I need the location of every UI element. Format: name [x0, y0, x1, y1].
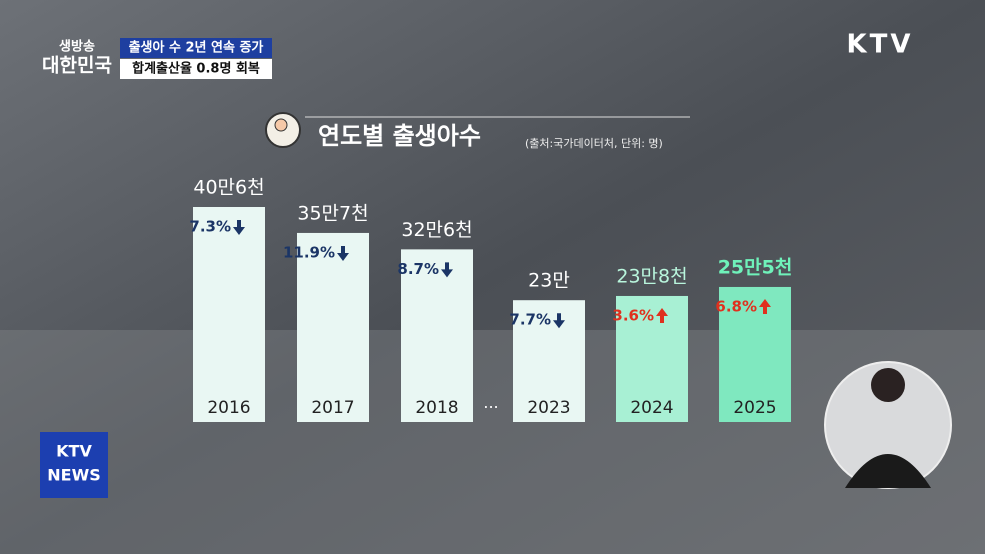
bar — [401, 249, 473, 422]
year-label: 2018 — [415, 398, 458, 418]
change-label: 6.8% — [715, 297, 757, 315]
news-badge-bottom: NEWS — [47, 466, 101, 485]
headline: 출생아 수 2년 연속 증가 — [129, 40, 264, 56]
channel-logo: KTV — [846, 30, 913, 60]
baby-icon-face — [274, 118, 288, 132]
logo-top: 생방송 — [59, 39, 95, 55]
signer — [845, 454, 931, 488]
year-label: 2016 — [207, 398, 250, 418]
change-label: 11.9% — [283, 243, 335, 261]
change-label: 8.7% — [397, 260, 439, 278]
logo-bottom: 대한민국 — [42, 55, 112, 77]
subheadline-box — [120, 59, 272, 79]
value-label: 25만5천 — [718, 256, 793, 278]
value-label: 23만 — [528, 270, 570, 292]
value-label: 35만7천 — [297, 202, 368, 224]
change-arrow — [337, 245, 349, 261]
value-label: 32만6천 — [401, 219, 472, 241]
news-badge — [40, 432, 108, 498]
background-bed — [0, 330, 985, 554]
change-arrow — [759, 298, 771, 314]
change-label: 7.7% — [509, 311, 551, 329]
bar — [719, 286, 791, 422]
value-label: 23만8천 — [616, 265, 687, 287]
subheadline: 합계출산율 0.8명 회복 — [132, 61, 260, 77]
change-arrow — [441, 262, 453, 278]
chart-title: 연도별 출생아수 — [318, 122, 481, 150]
bar — [513, 300, 585, 422]
year-label: 2017 — [311, 398, 354, 418]
chart-subtitle: (출처:국가데이터처, 단위: 명) — [525, 137, 663, 150]
gap-marker: ··· — [483, 398, 498, 417]
year-label: 2025 — [733, 398, 776, 418]
change-label: 7.3% — [189, 218, 231, 236]
change-arrow — [656, 307, 668, 323]
change-arrow — [553, 313, 565, 329]
signer-head — [871, 368, 905, 402]
bar — [193, 207, 265, 422]
news-badge-top: KTV — [56, 442, 92, 461]
year-label: 2023 — [527, 398, 570, 418]
change-arrow — [233, 220, 245, 235]
headline-box — [120, 38, 272, 58]
year-label: 2024 — [630, 398, 673, 418]
bar — [616, 295, 688, 422]
value-label: 40만6천 — [193, 177, 264, 199]
bar — [297, 232, 369, 422]
change-label: 3.6% — [612, 306, 654, 324]
